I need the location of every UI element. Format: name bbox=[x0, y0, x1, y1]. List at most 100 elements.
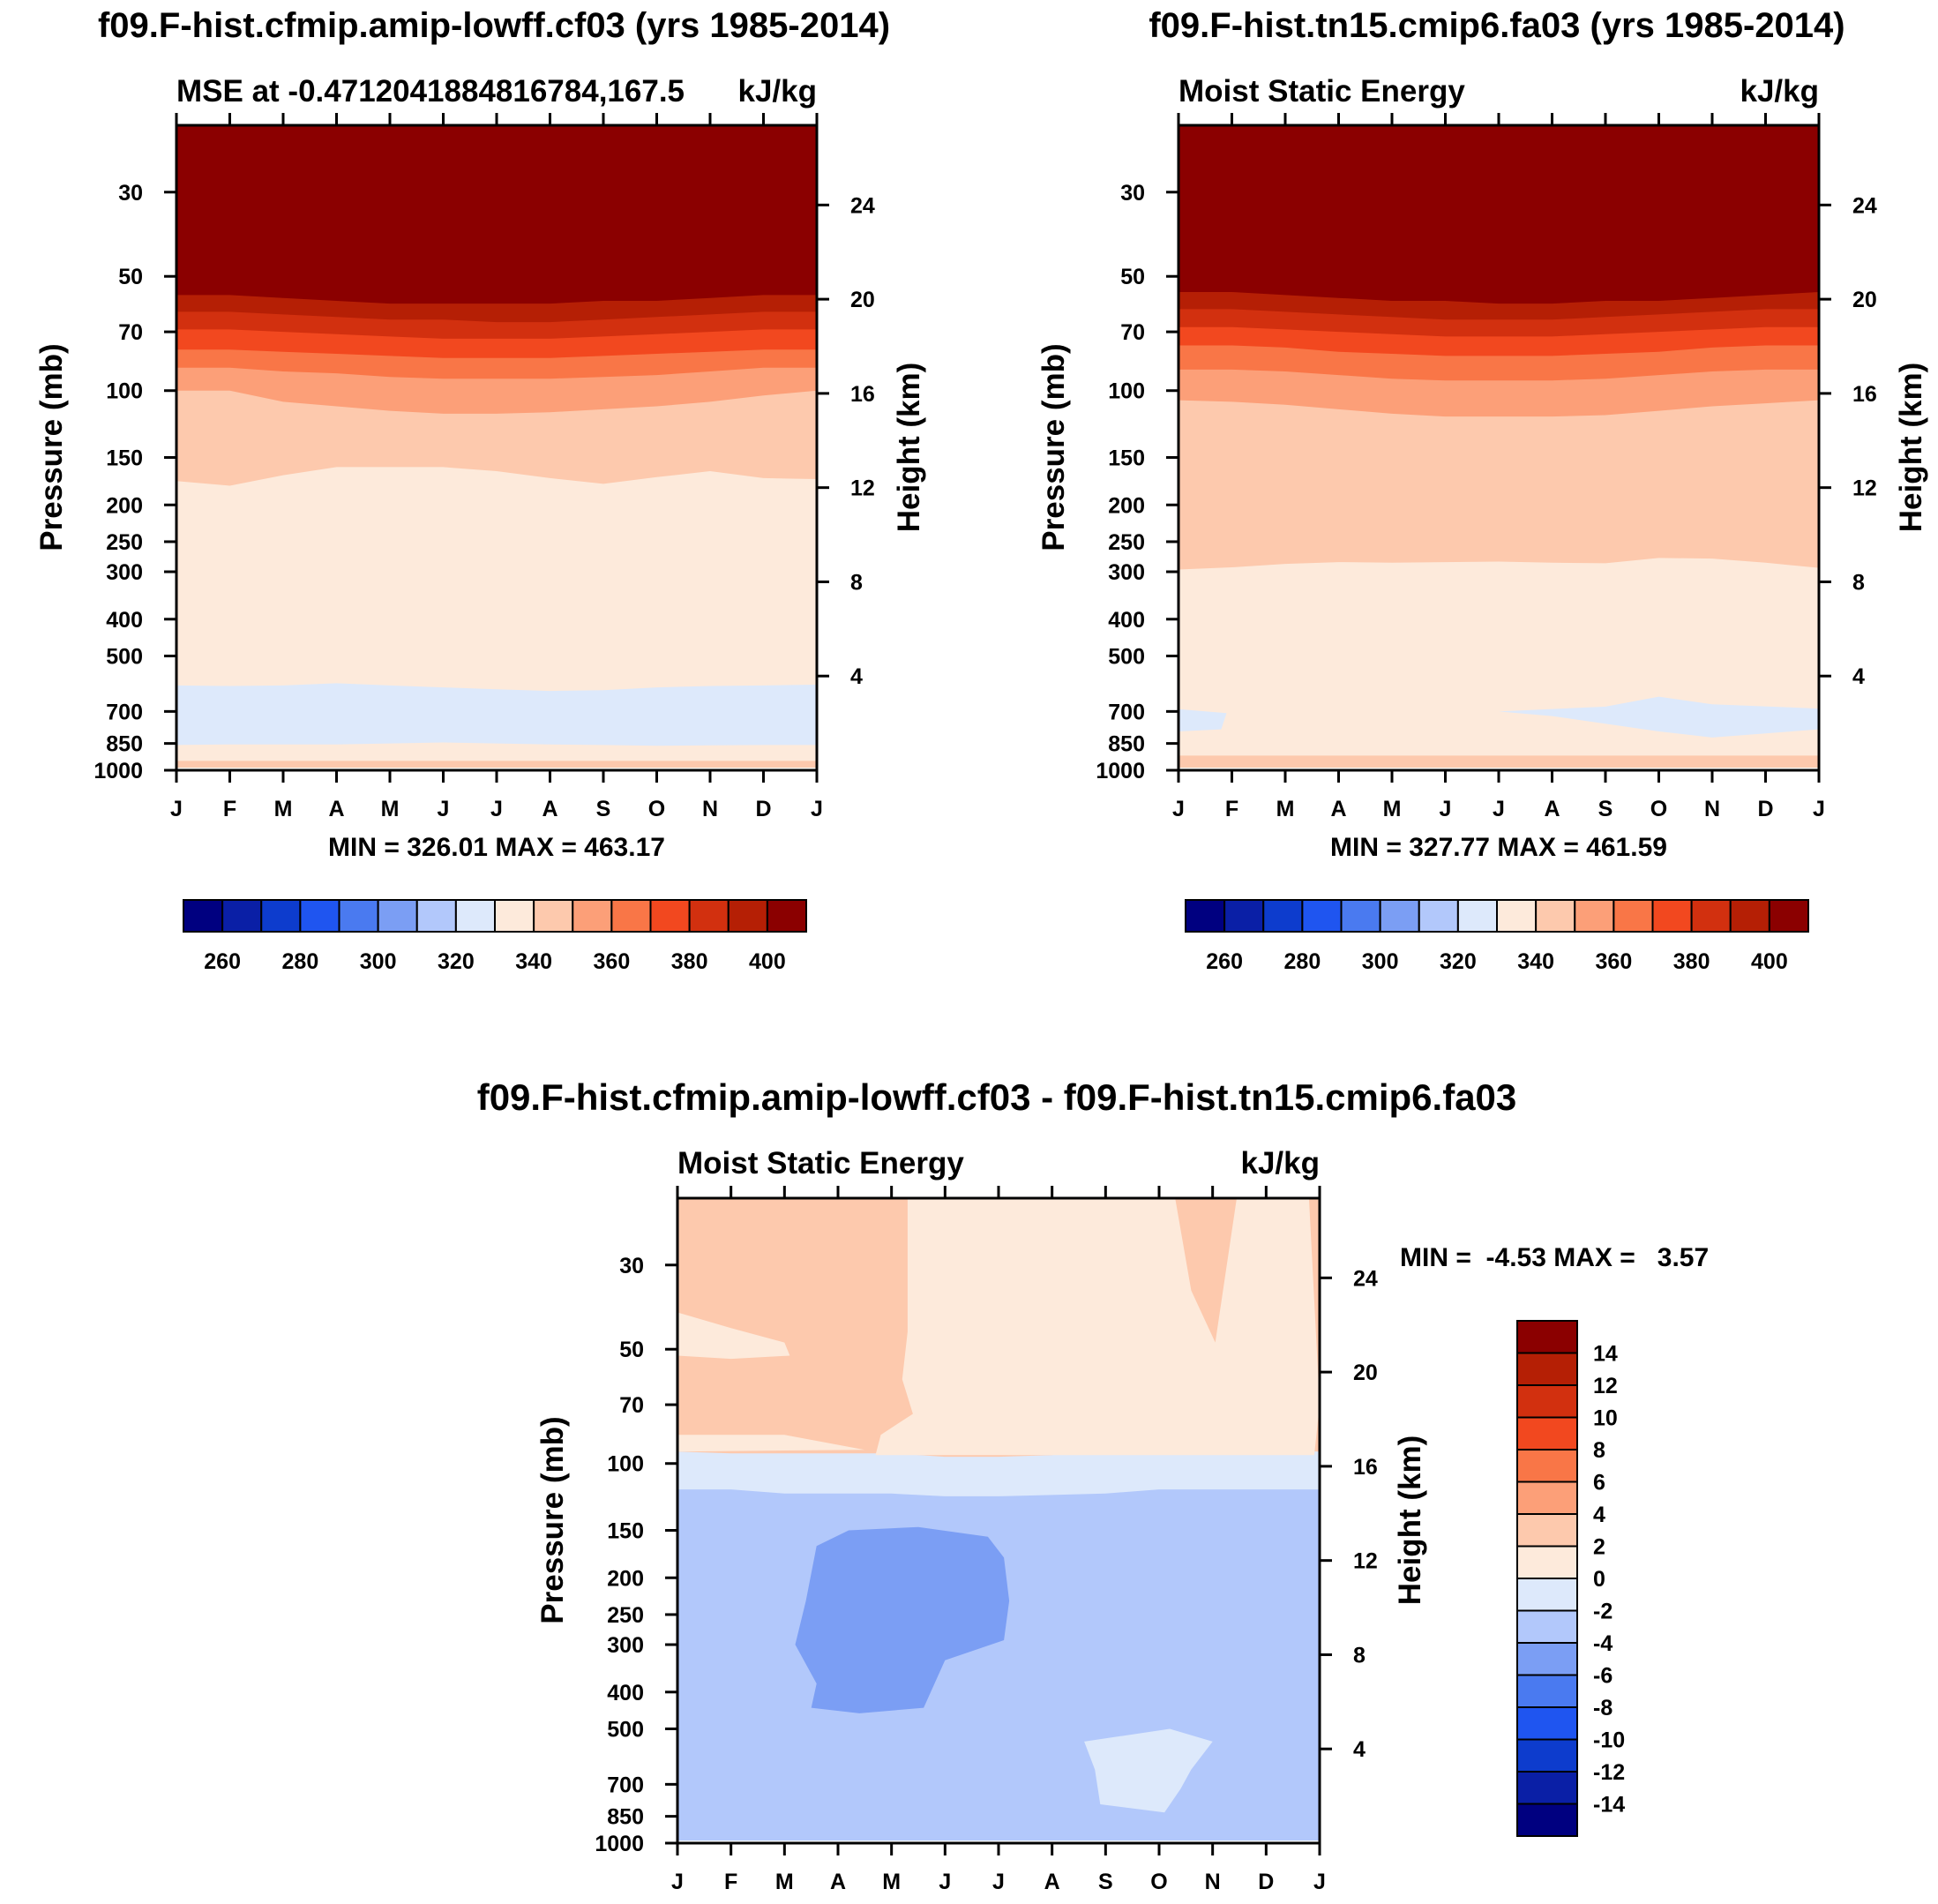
heatmap-area bbox=[176, 125, 817, 770]
colorbar-swatch bbox=[1379, 899, 1420, 933]
colorbar-label: 260 bbox=[1206, 949, 1243, 974]
colorbar-swatch bbox=[1516, 1706, 1578, 1741]
contour-patch-low-right bbox=[1499, 696, 1819, 738]
heatmap-case1 bbox=[176, 125, 817, 770]
x-tick-label: J bbox=[1813, 797, 1825, 821]
subtitle-right-case1: kJ/kg bbox=[738, 74, 818, 109]
colorbar-swatch bbox=[183, 899, 224, 933]
title-case2: f09.F-hist.tn15.cmip6.fa03 (yrs 1985-201… bbox=[1149, 6, 1844, 45]
pressure-tick-label: 30 bbox=[118, 181, 143, 206]
colorbar-label: 320 bbox=[438, 949, 475, 974]
x-tick-label: S bbox=[1098, 1870, 1113, 1894]
colorbar-label: -10 bbox=[1593, 1728, 1625, 1753]
pressure-tick-label: 70 bbox=[1120, 320, 1145, 345]
colorbar-swatch bbox=[494, 899, 535, 933]
min-max-case1: MIN = 326.01 MAX = 463.17 bbox=[328, 833, 665, 862]
pressure-tick-label: 100 bbox=[1108, 379, 1145, 404]
colorbar-label: 300 bbox=[360, 949, 397, 974]
x-tick-label: M bbox=[274, 797, 293, 821]
colorbar-label: -6 bbox=[1593, 1664, 1613, 1689]
colorbar-swatch bbox=[1516, 1578, 1578, 1612]
subtitle-left-difference: Moist Static Energy bbox=[677, 1146, 964, 1181]
colorbar-case1: 260 280 300 320 340 360 380 400 bbox=[183, 899, 807, 974]
pressure-tick-label: 850 bbox=[106, 732, 143, 757]
x-tick-label: A bbox=[542, 797, 557, 821]
pressure-tick-label: 200 bbox=[106, 493, 143, 518]
x-tick-label: A bbox=[830, 1870, 846, 1894]
x-tick-label: F bbox=[1225, 797, 1238, 821]
pressure-tick-label: 50 bbox=[619, 1338, 644, 1362]
colorbar-swatch bbox=[688, 899, 730, 933]
pressure-tick-label: 50 bbox=[118, 265, 143, 289]
colorbar-label: 340 bbox=[1517, 949, 1554, 974]
x-tick-label: M bbox=[775, 1870, 794, 1894]
x-tick-label: F bbox=[724, 1870, 737, 1894]
colorbar-swatch bbox=[1651, 899, 1693, 933]
x-tick-label: O bbox=[648, 797, 665, 821]
colorbar-swatch bbox=[1301, 899, 1343, 933]
x-tick-label: A bbox=[1044, 1870, 1060, 1894]
height-tick-label: 4 bbox=[1852, 664, 1865, 689]
x-tick-label: F bbox=[223, 797, 236, 821]
x-tick-label: S bbox=[1598, 797, 1613, 821]
colorbar-label: 340 bbox=[515, 949, 552, 974]
height-tick-label: 20 bbox=[1353, 1361, 1378, 1385]
colorbar-swatch bbox=[454, 899, 496, 933]
colorbar-swatch bbox=[1535, 899, 1576, 933]
panel-case2: f09.F-hist.tn15.cmip6.fa03 (yrs 1985-201… bbox=[1036, 6, 1928, 974]
contour-patch-mid-level bbox=[677, 1435, 865, 1452]
pressure-tick-label: 30 bbox=[619, 1254, 644, 1278]
y-label-difference: Pressure (mb) bbox=[535, 1416, 570, 1623]
x-tick-label: M bbox=[1383, 797, 1402, 821]
pressure-tick-label: 150 bbox=[607, 1519, 644, 1544]
x-tick-label: N bbox=[1205, 1870, 1221, 1894]
pressure-tick-label: 70 bbox=[118, 320, 143, 345]
colorbar-label: 2 bbox=[1593, 1535, 1605, 1560]
x-tick-label: D bbox=[755, 797, 771, 821]
y-label-case2: Pressure (mb) bbox=[1036, 343, 1071, 551]
colorbar-label: 300 bbox=[1362, 949, 1399, 974]
colorbar-swatch bbox=[1185, 899, 1226, 933]
colorbar-swatch bbox=[649, 899, 691, 933]
colorbar-label: 360 bbox=[1596, 949, 1633, 974]
colorbar-swatch bbox=[1516, 1320, 1578, 1354]
pressure-tick-label: 700 bbox=[1108, 700, 1145, 724]
panel-case1: f09.F-hist.cfmip.amip-lowff.cf03 (yrs 19… bbox=[34, 6, 926, 974]
colorbar-label: 400 bbox=[749, 949, 786, 974]
colorbar-label: 4 bbox=[1593, 1503, 1605, 1527]
height-tick-label: 12 bbox=[850, 476, 875, 501]
pressure-tick-label: 150 bbox=[106, 446, 143, 471]
contour-patch-low-left bbox=[1179, 708, 1227, 731]
colorbar-swatch bbox=[610, 899, 652, 933]
colorbar-swatch bbox=[1574, 899, 1615, 933]
x-tick-label: A bbox=[1544, 797, 1560, 821]
pressure-tick-label: 100 bbox=[607, 1452, 644, 1477]
contour-band-7 bbox=[1179, 558, 1819, 770]
height-ticks-case2: 24 20 16 12 8 4 bbox=[1819, 193, 1877, 689]
subtitle-left-case1: MSE at -0.4712041884816784,167.5 bbox=[176, 74, 685, 109]
title-difference: f09.F-hist.cfmip.amip-lowff.cf03 - f09.F… bbox=[477, 1076, 1517, 1118]
heatmap-case2 bbox=[1179, 125, 1819, 770]
height-tick-label: 8 bbox=[850, 570, 863, 595]
x-tick-label: J bbox=[1440, 797, 1452, 821]
colorbar-swatch bbox=[1418, 899, 1459, 933]
colorbar-swatch bbox=[377, 899, 418, 933]
colorbar-swatch bbox=[1223, 899, 1265, 933]
x-tick-label: O bbox=[1650, 797, 1667, 821]
colorbar-label: 0 bbox=[1593, 1567, 1605, 1592]
pressure-tick-label: 850 bbox=[1108, 732, 1145, 757]
colorbar-swatch bbox=[1516, 1674, 1578, 1708]
x-tick-label: N bbox=[702, 797, 718, 821]
colorbar-swatch bbox=[1690, 899, 1732, 933]
pressure-tick-label: 150 bbox=[1108, 446, 1145, 471]
colorbar-label: 280 bbox=[282, 949, 319, 974]
height-tick-label: 4 bbox=[850, 664, 863, 689]
y2-label-case2: Height (km) bbox=[1894, 363, 1928, 533]
subtitle-right-difference: kJ/kg bbox=[1241, 1146, 1321, 1181]
colorbar-label: -14 bbox=[1593, 1793, 1625, 1818]
heatmap-difference bbox=[677, 1198, 1320, 1843]
